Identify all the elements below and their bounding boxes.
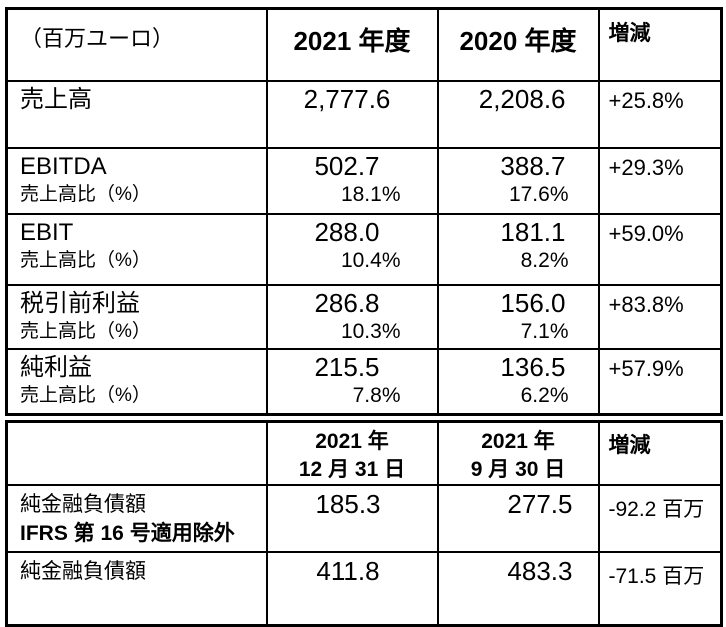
- value-2021: 288.0: [314, 216, 380, 247]
- pct-2021: 7.8%: [352, 383, 401, 407]
- pct-2021: 10.3%: [340, 319, 401, 343]
- date-day: 9 月 30 日: [470, 458, 566, 481]
- value-sep30: 483.3: [436, 551, 600, 626]
- value-2020: 2,208.6: [478, 83, 566, 114]
- table-row-ebit: EBIT 売上高比（%） 288.0 10.4% 181.1 8.2% +59.…: [5, 212, 723, 286]
- value-dec31: 411.8: [265, 551, 439, 626]
- net-debt-table: 2021 年 12 月 31 日 2021 年 9 月 30 日 増減 純金融負…: [5, 420, 723, 627]
- table-row-net-profit: 純利益 売上高比（%） 215.5 7.8% 136.5 6.2% +57.9%: [5, 347, 723, 416]
- metric-label: 売上高: [20, 85, 92, 113]
- pct-2020: 17.6%: [508, 182, 569, 206]
- change-value: +83.8%: [597, 283, 723, 350]
- pct-2021: 18.1%: [340, 182, 401, 206]
- table-row-ebitda: EBITDA 売上高比（%） 502.7 18.1% 388.7 17.6% +…: [5, 146, 723, 215]
- metric-label: 税引前利益: [20, 289, 140, 317]
- change-value: +57.9%: [597, 347, 723, 416]
- value-2020: 136.5: [500, 351, 566, 382]
- value-2020: 181.1: [500, 216, 566, 247]
- metric-label: 純金融負債額: [20, 493, 146, 516]
- metric-sublabel: 売上高比（%）: [20, 249, 151, 271]
- column-header-change: 増減: [597, 7, 723, 82]
- column-header-2020: 2020 年度: [436, 7, 600, 82]
- empty-header-cell: [5, 420, 268, 486]
- metric-label: EBIT: [20, 218, 74, 246]
- value-2020: 388.7: [500, 150, 566, 181]
- metric-sublabel: 売上高比（%）: [20, 384, 151, 406]
- pct-2020: 8.2%: [520, 248, 569, 272]
- date-year: 2021 年: [481, 430, 555, 453]
- fiscal-year-results-table: （百万ユーロ） 2021 年度 2020 年度 増減 売上高 2,777.6 2…: [5, 7, 723, 416]
- column-header-date-sep: 2021 年 9 月 30 日: [436, 420, 600, 486]
- value-2021: 502.7: [314, 150, 380, 181]
- value-2021: 2,777.6: [303, 83, 391, 114]
- value-2021: 215.5: [314, 351, 380, 382]
- metric-label: 純金融負債額: [20, 560, 146, 583]
- column-header-2021: 2021 年度: [265, 7, 439, 82]
- value-sep30: 277.5: [436, 484, 600, 553]
- date-day: 12 月 31 日: [298, 458, 406, 481]
- value-2021: 286.8: [314, 287, 380, 318]
- pct-2021: 10.4%: [340, 248, 401, 272]
- metric-sublabel: 売上高比（%）: [20, 183, 151, 205]
- unit-label: （百万ユーロ）: [5, 7, 268, 82]
- table-row-net-debt: 純金融負債額 411.8 483.3 -71.5 百万: [5, 551, 723, 626]
- metric-label: EBITDA: [20, 152, 107, 180]
- table-row-net-debt-ex-ifrs16: 純金融負債額 IFRS 第 16 号適用除外 185.3 277.5 -92.2…: [5, 484, 723, 553]
- pct-2020: 7.1%: [520, 319, 569, 343]
- metric-label: 純利益: [20, 353, 92, 381]
- change-value: -92.2 百万: [597, 484, 723, 553]
- value-2020: 156.0: [500, 287, 566, 318]
- table-row-sales: 売上高 2,777.6 2,208.6 +25.8%: [5, 79, 723, 149]
- pct-2020: 6.2%: [520, 383, 569, 407]
- change-value: +59.0%: [597, 212, 723, 286]
- column-header-date-dec: 2021 年 12 月 31 日: [265, 420, 439, 486]
- column-header-change: 増減: [597, 420, 723, 486]
- metric-sublabel-ifrs16: IFRS 第 16 号適用除外: [20, 522, 235, 545]
- table-row-pretax-profit: 税引前利益 売上高比（%） 286.8 10.3% 156.0 7.1% +83…: [5, 283, 723, 350]
- change-value: -71.5 百万: [597, 551, 723, 626]
- date-year: 2021 年: [315, 430, 389, 453]
- metric-sublabel: 売上高比（%）: [20, 320, 151, 342]
- change-value: +29.3%: [597, 146, 723, 215]
- table1-header-row: （百万ユーロ） 2021 年度 2020 年度 増減: [5, 7, 723, 82]
- change-value: +25.8%: [597, 79, 723, 149]
- value-dec31: 185.3: [265, 484, 439, 553]
- table2-header-row: 2021 年 12 月 31 日 2021 年 9 月 30 日 増減: [5, 420, 723, 486]
